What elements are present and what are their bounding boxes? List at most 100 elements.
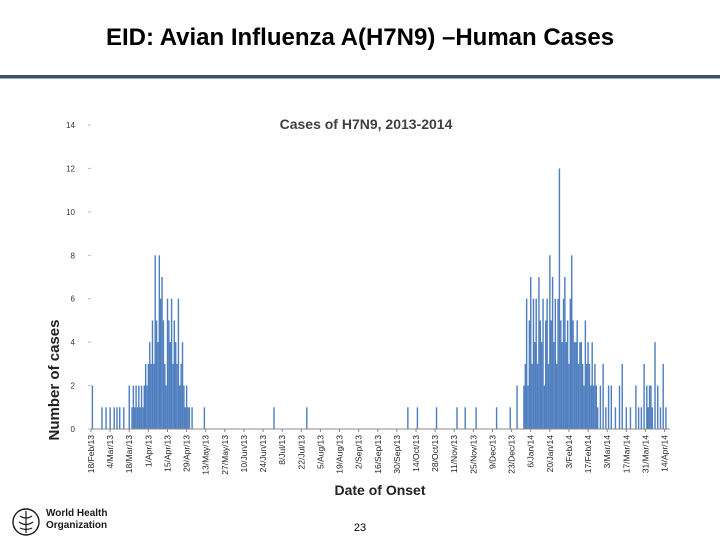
bar (150, 363, 152, 429)
bar (509, 407, 511, 429)
bar (640, 407, 643, 429)
x-tick-label: 11/Nov/13 (449, 435, 459, 473)
bar (577, 363, 580, 429)
x-tick-label: 19/Aug/13 (335, 435, 345, 474)
bar (588, 363, 591, 429)
bar (625, 407, 628, 429)
bar (140, 385, 143, 429)
bar (116, 407, 118, 429)
who-logo (12, 508, 40, 536)
bar (572, 320, 574, 429)
bar (273, 407, 275, 429)
bar (605, 407, 607, 429)
bar (586, 363, 588, 429)
bar (123, 407, 125, 429)
bar (143, 385, 145, 429)
bar (573, 342, 576, 429)
bar (549, 255, 551, 429)
who-wordmark-line2: Organization (46, 520, 108, 531)
bar (540, 342, 543, 429)
bar (159, 298, 162, 429)
bar (128, 385, 130, 429)
bar (101, 407, 103, 429)
bar (551, 277, 554, 429)
slide-title: EID: Avian Influenza A(H7N9) –Human Case… (105, 24, 615, 51)
x-tick-label: 23/Dec/13 (507, 435, 517, 474)
bar (516, 385, 518, 429)
bar (542, 298, 544, 429)
bar (546, 298, 548, 429)
bar (587, 342, 589, 429)
x-tick-label: 25/Nov/13 (468, 435, 478, 474)
bar (534, 342, 536, 429)
x-tick-label: 17/Mar/14 (621, 435, 631, 474)
bar (131, 407, 133, 429)
bar (530, 277, 532, 429)
x-tick-label: 24/Jun/13 (258, 435, 268, 473)
bar (592, 385, 595, 429)
bar (132, 385, 135, 429)
x-tick-label: 3/Feb/14 (564, 435, 574, 469)
bar (146, 385, 148, 429)
bar (599, 385, 602, 429)
bar (531, 363, 533, 429)
bar (555, 363, 558, 429)
bar (174, 342, 177, 429)
who-wordmark: World Health Organization (46, 508, 107, 532)
bar (545, 320, 547, 429)
bar (162, 320, 165, 429)
bar (185, 385, 188, 429)
x-tick-label: 4/Mar/13 (105, 435, 115, 469)
bar (157, 342, 159, 429)
who-wordmark-line1: World Health (46, 508, 108, 519)
bar (91, 385, 94, 429)
bar (155, 320, 158, 429)
bar (191, 407, 193, 429)
bar (562, 298, 565, 429)
x-tick-label: 31/Mar/14 (640, 435, 650, 474)
bar (575, 342, 577, 429)
bar (407, 407, 409, 429)
bar (535, 298, 537, 429)
bar (607, 385, 610, 429)
bar (138, 385, 140, 429)
y-tick-label: 10 (66, 208, 75, 217)
bar (172, 363, 174, 429)
bar (181, 342, 184, 429)
bar (528, 320, 531, 429)
bar (158, 255, 161, 429)
y-tick-label: 8 (71, 251, 76, 260)
bar (527, 385, 529, 429)
bar (134, 407, 136, 429)
bar (618, 385, 621, 429)
bar (475, 407, 477, 429)
x-tick-label: 5/Aug/13 (315, 435, 325, 469)
bar (648, 385, 651, 429)
y-tick-label: 0 (71, 425, 76, 434)
x-tick-label: 14/Oct/13 (411, 435, 421, 472)
bar (416, 407, 419, 429)
bar (561, 342, 563, 429)
bar (456, 407, 458, 429)
x-tick-label: 20/Jan/14 (545, 435, 555, 473)
bar (464, 407, 466, 429)
bar (571, 255, 573, 429)
x-tick-label: 16/Sep/13 (373, 435, 383, 474)
y-axis-label: Number of cases (46, 320, 63, 441)
bar (553, 342, 555, 429)
bar (532, 298, 535, 429)
bar (569, 298, 572, 429)
bar (564, 277, 566, 429)
x-tick-label: 6/Jan/14 (526, 435, 536, 468)
bar (591, 342, 593, 429)
bar (149, 342, 151, 429)
bar (169, 342, 171, 429)
x-tick-label: 10/Jun/13 (239, 435, 249, 473)
bar (151, 320, 154, 429)
bar (637, 407, 640, 429)
bar (166, 298, 169, 429)
bar (153, 363, 155, 429)
bar (659, 407, 662, 429)
x-tick-label: 9/Dec/13 (487, 435, 497, 469)
bar (579, 342, 581, 429)
